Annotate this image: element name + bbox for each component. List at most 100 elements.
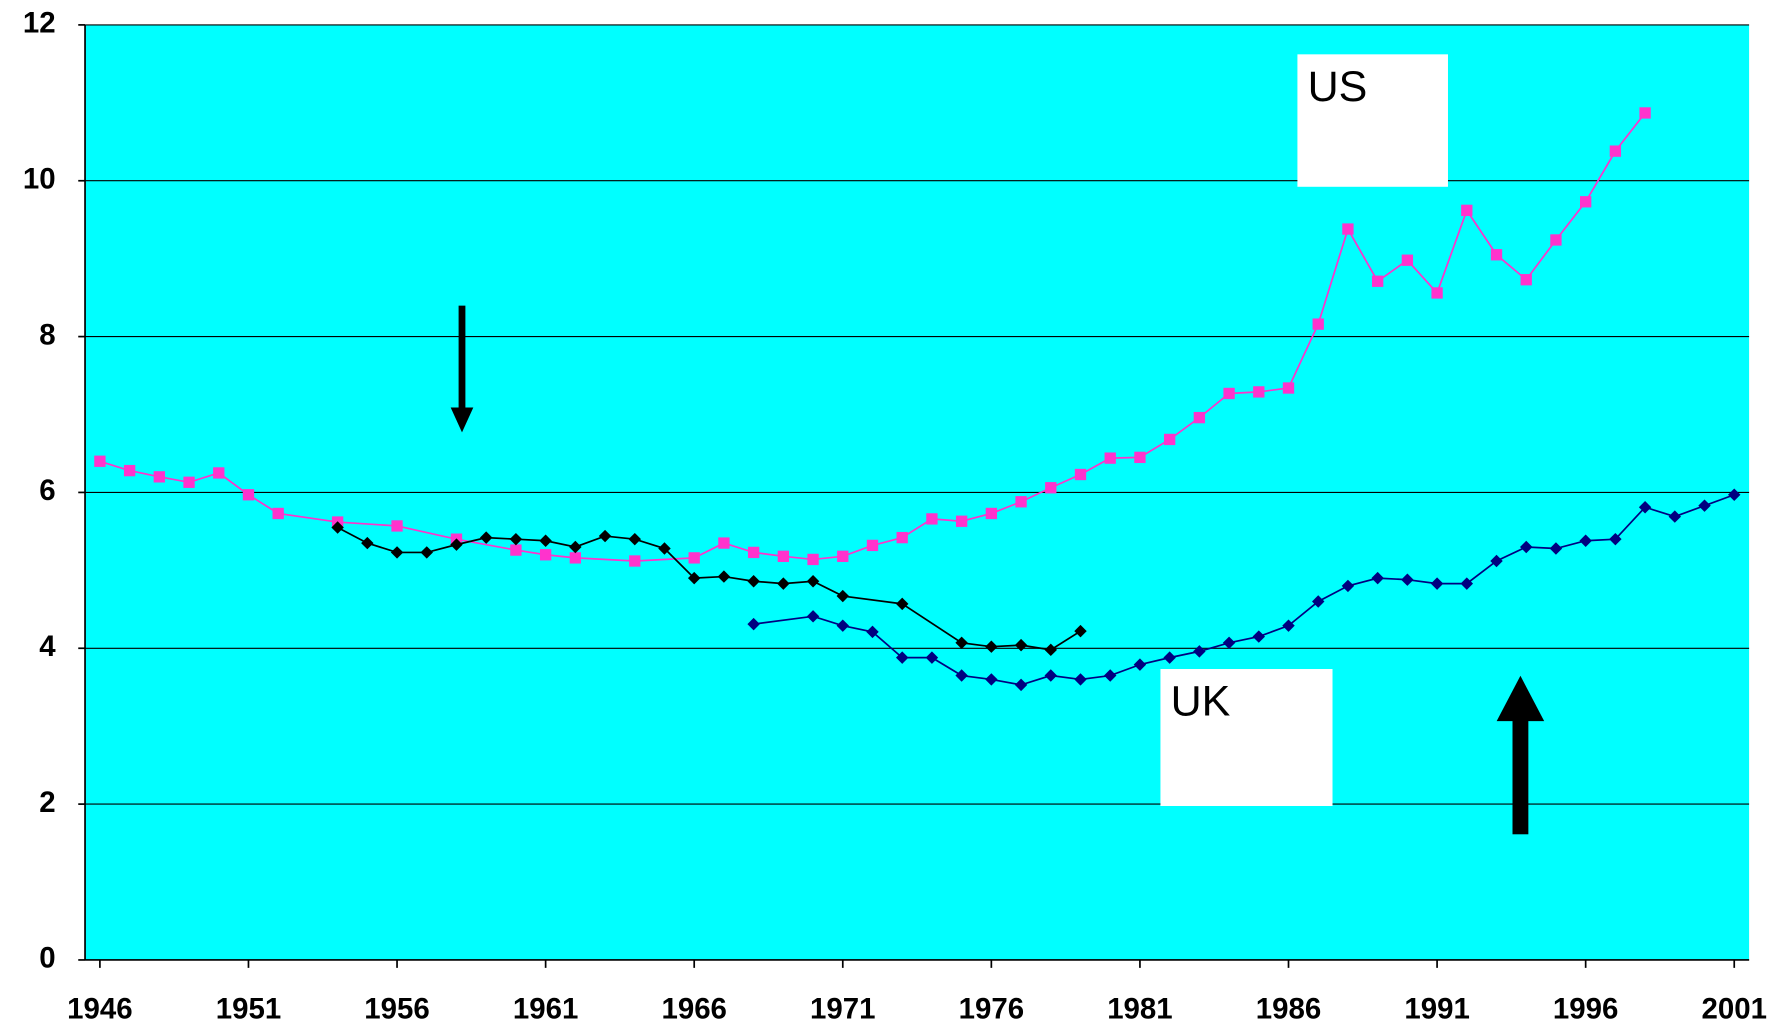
point: [1312, 318, 1324, 330]
x-tick-label: 1971: [810, 993, 875, 1026]
x-tick-label: 1986: [1256, 993, 1321, 1026]
point: [1193, 411, 1206, 424]
y-tick-label: 10: [23, 163, 56, 196]
annotation: UK: [1171, 677, 1231, 725]
x-tick-label: 1946: [67, 993, 132, 1026]
y-tick-label: 6: [39, 474, 55, 507]
point: [1520, 274, 1532, 286]
point: [806, 610, 820, 623]
point: [925, 651, 939, 664]
point: [1371, 571, 1384, 585]
point: [1074, 673, 1087, 686]
point: [807, 553, 819, 566]
annotation-box: [1160, 669, 1333, 806]
point: [806, 575, 820, 588]
point: [509, 532, 523, 546]
point: [1253, 386, 1265, 398]
point: [569, 540, 582, 554]
point: [1401, 573, 1414, 586]
point: [866, 539, 879, 552]
point: [479, 531, 493, 544]
point: [777, 550, 790, 562]
point: [687, 571, 701, 585]
point: [629, 555, 641, 567]
point: [1103, 669, 1117, 682]
point: [1549, 542, 1563, 555]
point: [94, 455, 106, 467]
down-arrow: [450, 305, 474, 433]
x-tick-label: 2001: [1702, 993, 1767, 1026]
point: [1134, 451, 1146, 464]
point: [1431, 287, 1443, 299]
point: [896, 531, 908, 544]
point: [836, 619, 850, 632]
point: [1341, 579, 1355, 593]
point: [510, 544, 522, 556]
point: [1430, 577, 1444, 590]
point: [1728, 488, 1741, 501]
y-tick-label: 12: [23, 7, 56, 40]
point: [1609, 532, 1622, 546]
point: [955, 515, 968, 527]
point: [391, 520, 403, 532]
point: [1223, 387, 1235, 400]
point: [955, 636, 968, 650]
point: [1282, 619, 1295, 632]
x-tick-label: 1966: [661, 993, 726, 1026]
point: [926, 513, 938, 525]
up-arrow: [1496, 675, 1545, 835]
point: [1104, 452, 1116, 464]
point: [1461, 204, 1473, 217]
x-tick-label: 1991: [1404, 993, 1469, 1026]
point: [1133, 658, 1147, 671]
point: [272, 507, 284, 520]
plot-area: [85, 24, 1750, 961]
point: [1074, 468, 1087, 481]
x-tick-label: 1981: [1107, 993, 1172, 1026]
point: [213, 467, 225, 479]
point: [331, 521, 344, 534]
point: [1698, 499, 1711, 512]
point: [1015, 496, 1027, 508]
x-tick-label: 1956: [364, 993, 429, 1026]
point: [1371, 275, 1384, 287]
point: [1579, 534, 1592, 547]
point: [1579, 196, 1592, 208]
point: [895, 597, 909, 611]
x-tick-label: 1961: [513, 993, 578, 1026]
point: [836, 589, 850, 603]
point: [1460, 577, 1474, 590]
point: [539, 549, 552, 561]
point: [1163, 433, 1176, 446]
point: [985, 507, 998, 520]
point: [390, 546, 404, 559]
point: [242, 489, 255, 501]
annotation: US: [1308, 63, 1368, 111]
y-tick-label: 8: [39, 318, 55, 351]
point: [718, 537, 730, 549]
point: [747, 617, 760, 631]
point: [1044, 669, 1058, 682]
x-tick-label: 1976: [959, 993, 1024, 1026]
point: [628, 532, 641, 546]
point: [777, 577, 790, 590]
point: [1311, 595, 1325, 608]
point: [688, 552, 700, 564]
y-tick-label: 4: [39, 630, 56, 663]
point: [747, 575, 760, 588]
point: [420, 546, 433, 559]
point: [1193, 645, 1206, 658]
point: [985, 673, 998, 686]
point: [1222, 636, 1236, 650]
point: [450, 538, 463, 551]
point: [837, 550, 849, 562]
point: [1044, 643, 1058, 657]
point: [539, 534, 552, 547]
point: [1490, 249, 1503, 261]
y-tick-label: 0: [39, 942, 55, 975]
point: [1520, 540, 1533, 554]
point: [598, 529, 612, 543]
y-tick-label: 2: [39, 786, 55, 819]
point: [569, 552, 581, 564]
